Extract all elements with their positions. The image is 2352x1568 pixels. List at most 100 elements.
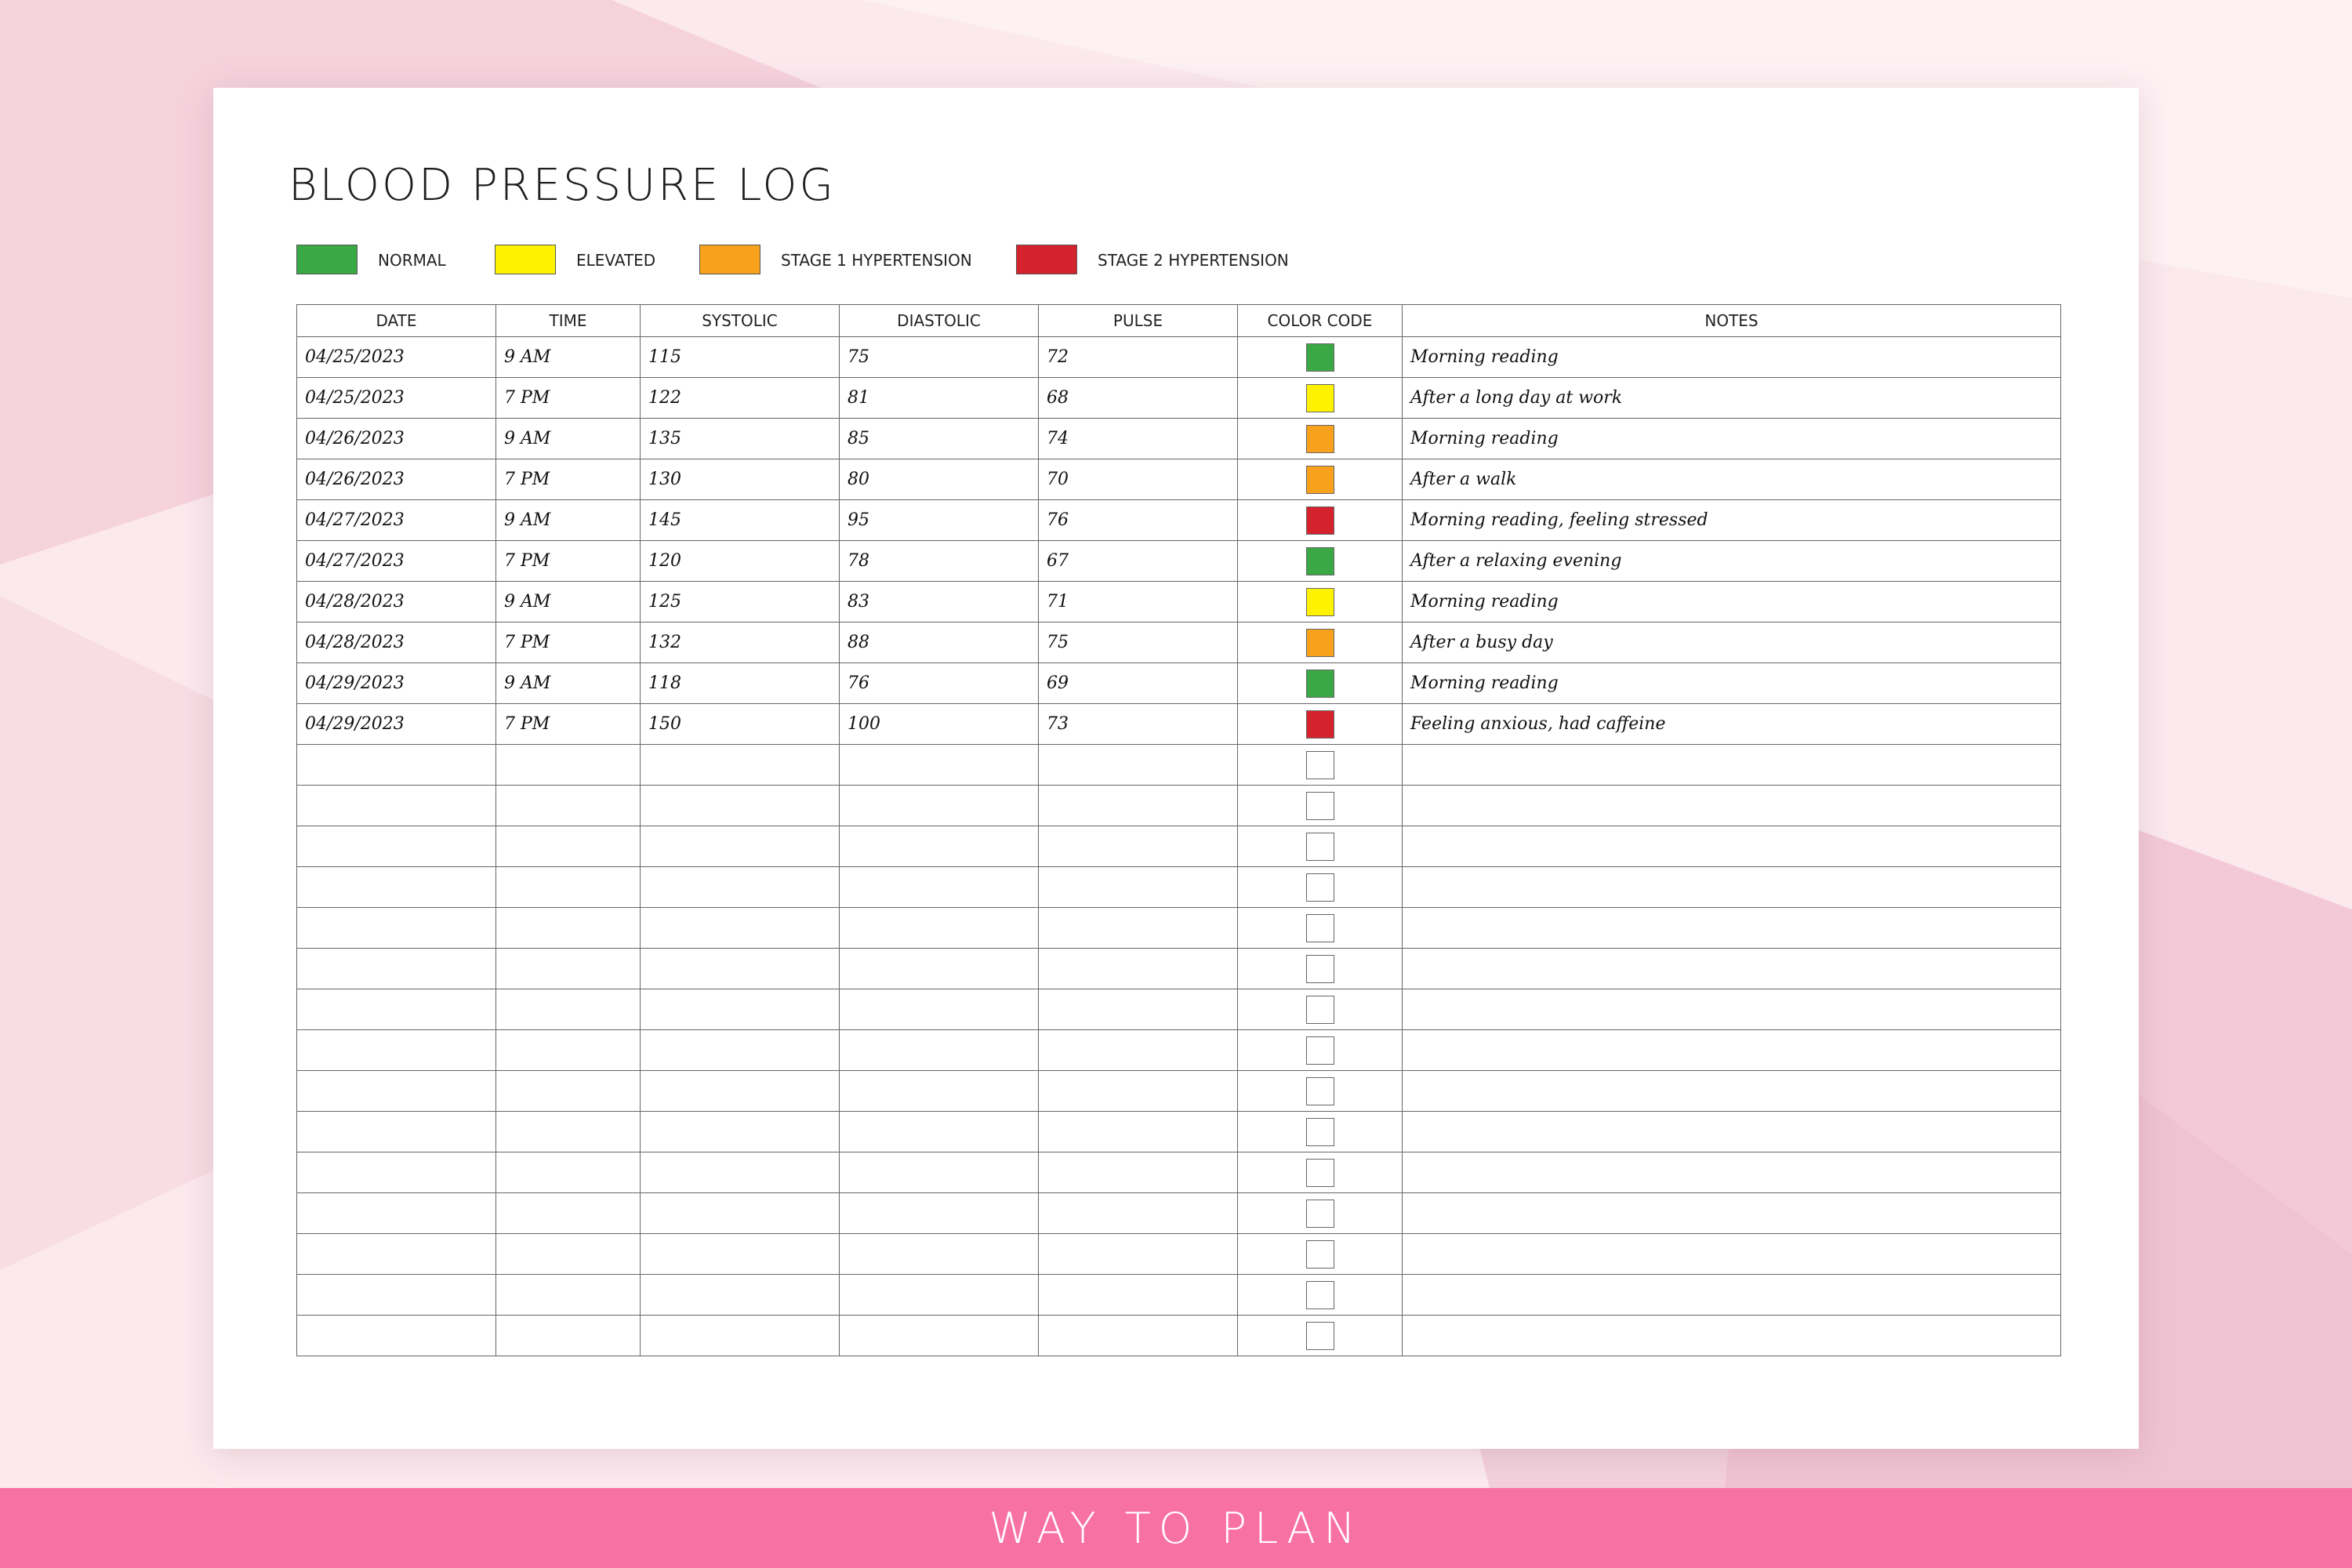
systolic-cell[interactable]: [640, 826, 840, 867]
date-cell[interactable]: [296, 989, 496, 1030]
time-cell[interactable]: [495, 1192, 641, 1234]
diastolic-cell[interactable]: 75: [839, 336, 1039, 378]
systolic-cell[interactable]: 135: [640, 418, 840, 459]
notes-cell[interactable]: [1402, 1315, 2061, 1356]
pulse-cell[interactable]: [1038, 1274, 1238, 1316]
pulse-cell[interactable]: [1038, 866, 1238, 908]
systolic-cell[interactable]: 120: [640, 540, 840, 582]
pulse-cell[interactable]: 74: [1038, 418, 1238, 459]
systolic-cell[interactable]: 122: [640, 377, 840, 419]
diastolic-cell[interactable]: 78: [839, 540, 1039, 582]
date-cell[interactable]: [296, 866, 496, 908]
time-cell[interactable]: [495, 744, 641, 786]
time-cell[interactable]: [495, 826, 641, 867]
pulse-cell[interactable]: 70: [1038, 459, 1238, 500]
diastolic-cell[interactable]: [839, 1274, 1039, 1316]
notes-cell[interactable]: [1402, 785, 2061, 826]
color-code-swatch[interactable]: [1305, 750, 1334, 779]
date-cell[interactable]: [296, 744, 496, 786]
systolic-cell[interactable]: 145: [640, 499, 840, 541]
diastolic-cell[interactable]: [839, 907, 1039, 949]
systolic-cell[interactable]: [640, 1111, 840, 1152]
diastolic-cell[interactable]: 83: [839, 581, 1039, 622]
date-cell[interactable]: 04/25/2023: [296, 377, 496, 419]
pulse-cell[interactable]: [1038, 1233, 1238, 1275]
systolic-cell[interactable]: 115: [640, 336, 840, 378]
diastolic-cell[interactable]: [839, 948, 1039, 989]
color-code-swatch[interactable]: [1305, 1117, 1334, 1146]
color-code-swatch[interactable]: [1305, 995, 1334, 1024]
diastolic-cell[interactable]: 80: [839, 459, 1039, 500]
color-code-swatch[interactable]: [1305, 1280, 1334, 1309]
diastolic-cell[interactable]: [839, 866, 1039, 908]
systolic-cell[interactable]: [640, 907, 840, 949]
pulse-cell[interactable]: 75: [1038, 622, 1238, 663]
systolic-cell[interactable]: [640, 866, 840, 908]
diastolic-cell[interactable]: [839, 1111, 1039, 1152]
time-cell[interactable]: [495, 907, 641, 949]
diastolic-cell[interactable]: [839, 1029, 1039, 1071]
systolic-cell[interactable]: [640, 948, 840, 989]
time-cell[interactable]: [495, 1274, 641, 1316]
date-cell[interactable]: [296, 907, 496, 949]
diastolic-cell[interactable]: 76: [839, 662, 1039, 704]
time-cell[interactable]: [495, 1029, 641, 1071]
pulse-cell[interactable]: 67: [1038, 540, 1238, 582]
pulse-cell[interactable]: [1038, 948, 1238, 989]
diastolic-cell[interactable]: [839, 744, 1039, 786]
systolic-cell[interactable]: [640, 744, 840, 786]
date-cell[interactable]: [296, 1070, 496, 1112]
pulse-cell[interactable]: 71: [1038, 581, 1238, 622]
color-code-swatch[interactable]: [1305, 1240, 1334, 1269]
systolic-cell[interactable]: [640, 1315, 840, 1356]
time-cell[interactable]: [495, 1111, 641, 1152]
diastolic-cell[interactable]: [839, 826, 1039, 867]
time-cell[interactable]: [495, 785, 641, 826]
notes-cell[interactable]: [1402, 989, 2061, 1030]
systolic-cell[interactable]: [640, 1029, 840, 1071]
pulse-cell[interactable]: [1038, 1070, 1238, 1112]
time-cell[interactable]: 9 AM: [495, 499, 641, 541]
time-cell[interactable]: 9 AM: [495, 662, 641, 704]
notes-cell[interactable]: [1402, 1274, 2061, 1316]
date-cell[interactable]: [296, 1111, 496, 1152]
systolic-cell[interactable]: 125: [640, 581, 840, 622]
pulse-cell[interactable]: [1038, 989, 1238, 1030]
notes-cell[interactable]: After a relaxing evening: [1402, 540, 2061, 582]
notes-cell[interactable]: After a long day at work: [1402, 377, 2061, 419]
time-cell[interactable]: 9 AM: [495, 336, 641, 378]
time-cell[interactable]: [495, 948, 641, 989]
notes-cell[interactable]: [1402, 948, 2061, 989]
notes-cell[interactable]: [1402, 866, 2061, 908]
date-cell[interactable]: [296, 1274, 496, 1316]
systolic-cell[interactable]: 118: [640, 662, 840, 704]
notes-cell[interactable]: [1402, 744, 2061, 786]
time-cell[interactable]: 7 PM: [495, 459, 641, 500]
time-cell[interactable]: 7 PM: [495, 703, 641, 745]
time-cell[interactable]: [495, 1070, 641, 1112]
time-cell[interactable]: [495, 1233, 641, 1275]
date-cell[interactable]: [296, 1233, 496, 1275]
date-cell[interactable]: 04/28/2023: [296, 581, 496, 622]
systolic-cell[interactable]: [640, 1192, 840, 1234]
diastolic-cell[interactable]: [839, 1070, 1039, 1112]
color-code-swatch[interactable]: [1305, 1321, 1334, 1350]
date-cell[interactable]: [296, 1029, 496, 1071]
diastolic-cell[interactable]: 88: [839, 622, 1039, 663]
systolic-cell[interactable]: 150: [640, 703, 840, 745]
notes-cell[interactable]: After a walk: [1402, 459, 2061, 500]
color-code-swatch[interactable]: [1305, 873, 1334, 902]
systolic-cell[interactable]: [640, 1152, 840, 1193]
pulse-cell[interactable]: [1038, 1111, 1238, 1152]
time-cell[interactable]: 7 PM: [495, 377, 641, 419]
time-cell[interactable]: [495, 989, 641, 1030]
notes-cell[interactable]: [1402, 1029, 2061, 1071]
systolic-cell[interactable]: [640, 1233, 840, 1275]
diastolic-cell[interactable]: 100: [839, 703, 1039, 745]
diastolic-cell[interactable]: [839, 989, 1039, 1030]
pulse-cell[interactable]: 68: [1038, 377, 1238, 419]
date-cell[interactable]: [296, 1315, 496, 1356]
date-cell[interactable]: [296, 948, 496, 989]
time-cell[interactable]: 7 PM: [495, 622, 641, 663]
pulse-cell[interactable]: [1038, 744, 1238, 786]
